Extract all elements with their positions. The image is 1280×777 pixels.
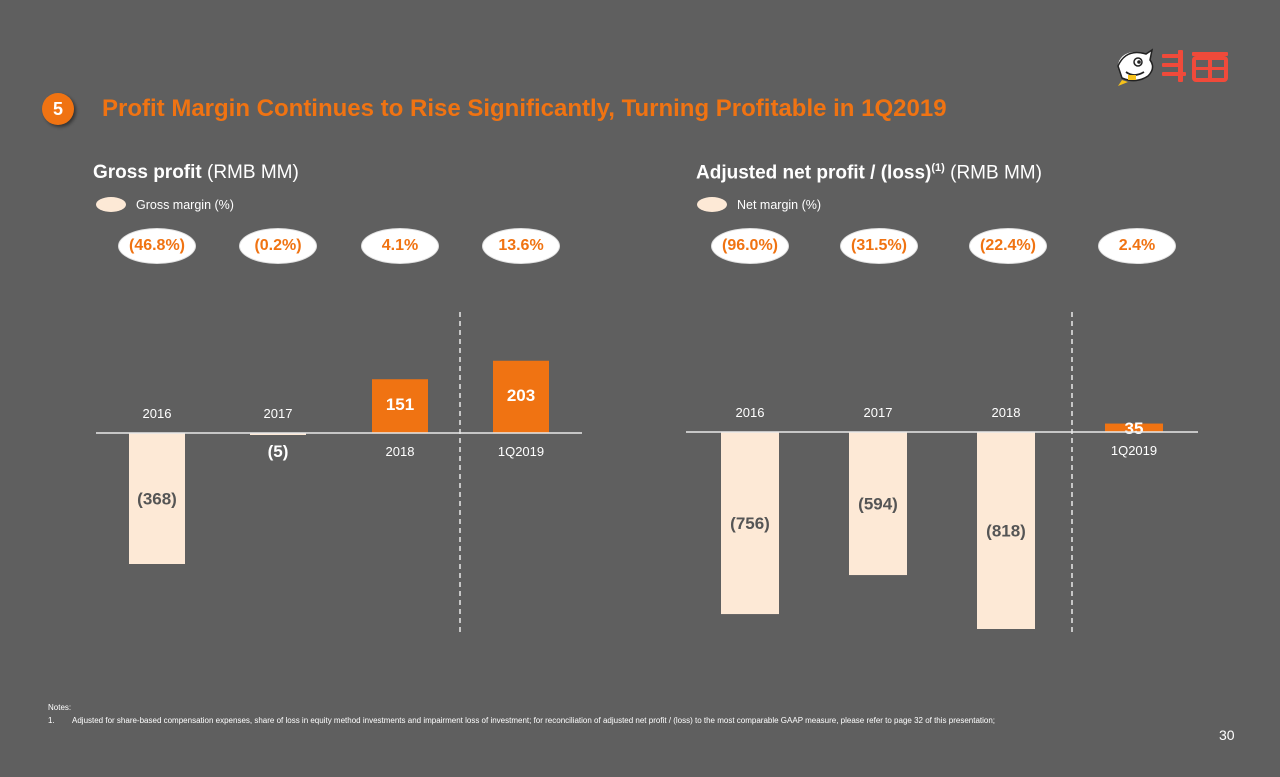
net-category-label-2016: 2016 — [736, 405, 765, 420]
gross-bar-2017 — [250, 433, 306, 435]
gross-margin-legend-swatch — [96, 197, 126, 212]
gross-category-label-2017: 2017 — [264, 406, 293, 421]
gross-profit-title-strong: Gross profit — [93, 162, 202, 183]
net-margin-pill-1q2019: 2.4% — [1098, 228, 1176, 264]
footnote-1-number: 1. — [48, 716, 55, 725]
net-category-label-2017: 2017 — [864, 405, 893, 420]
gross-value-label-2016: (368) — [137, 490, 177, 509]
net-profit-title-unit: (RMB MM) — [944, 162, 1042, 184]
net-profit-title: Adjusted net profit / (loss)(1) (RMB MM) — [696, 162, 1042, 184]
gross-margin-pill-2018: 4.1% — [361, 228, 439, 264]
net-margin-legend-label: Net margin (%) — [737, 197, 822, 212]
gross-margin-legend: Gross margin (%) — [96, 197, 234, 212]
net-value-label-2018: (818) — [986, 522, 1026, 541]
net-bar-2018 — [977, 432, 1035, 629]
net-value-label-2017: (594) — [858, 495, 898, 514]
douyu-fish-logo-icon — [1117, 48, 1154, 86]
gross-category-label-2018: 2018 — [386, 444, 415, 459]
gross-bar-2016 — [129, 433, 185, 564]
net-bar-2016 — [721, 432, 779, 615]
net-margin-pill-2016: (96.0%) — [711, 228, 789, 264]
douyu-logo — [1117, 48, 1228, 86]
footnote-1: 1. Adjusted for share-based compensation … — [48, 716, 995, 725]
gross-margin-legend-label: Gross margin (%) — [136, 197, 234, 212]
net-margin-pill-2018: (22.4%) — [969, 228, 1047, 264]
gross-bar-1q2019 — [493, 360, 549, 433]
notes-label: Notes: — [48, 703, 72, 712]
footnote-1-text: Adjusted for share-based compensation ex… — [72, 716, 996, 725]
net-category-label-2018: 2018 — [992, 405, 1021, 420]
net-category-label-1q2019: 1Q2019 — [1111, 443, 1157, 458]
net-bar-2017 — [849, 432, 907, 576]
net-bar-1q2019 — [1105, 423, 1163, 432]
net-margin-legend-swatch — [697, 197, 727, 212]
gross-profit-title-unit: (RMB MM) — [201, 162, 299, 183]
page-headline: Profit Margin Continues to Rise Signific… — [102, 95, 947, 122]
gross-category-label-2016: 2016 — [143, 406, 172, 421]
gross-margin-pill-2017: (0.2%) — [239, 228, 317, 264]
net-value-label-2016: (756) — [730, 514, 770, 533]
net-value-label-1q2019: 35 — [1125, 419, 1144, 438]
net-profit-title-strong: Adjusted net profit / (loss) — [696, 162, 932, 184]
gross-category-label-1q2019: 1Q2019 — [498, 444, 544, 459]
section-number-badge: 5 — [42, 93, 74, 125]
net-profit-title-footnote: (1) — [931, 162, 945, 174]
gross-margin-pill-2016: (46.8%) — [118, 228, 196, 264]
gross-value-label-1q2019: 203 — [507, 386, 535, 405]
gross-profit-title: Gross profit (RMB MM) — [93, 162, 299, 184]
gross-bar-2018 — [372, 379, 428, 433]
gross-value-label-2018: 151 — [386, 395, 414, 414]
page-number: 30 — [1219, 727, 1235, 743]
net-margin-pill-2017: (31.5%) — [840, 228, 918, 264]
gross-value-label-2017: (5) — [268, 442, 289, 461]
gross-margin-pill-1q2019: 13.6% — [482, 228, 560, 264]
net-margin-legend: Net margin (%) — [697, 197, 821, 212]
